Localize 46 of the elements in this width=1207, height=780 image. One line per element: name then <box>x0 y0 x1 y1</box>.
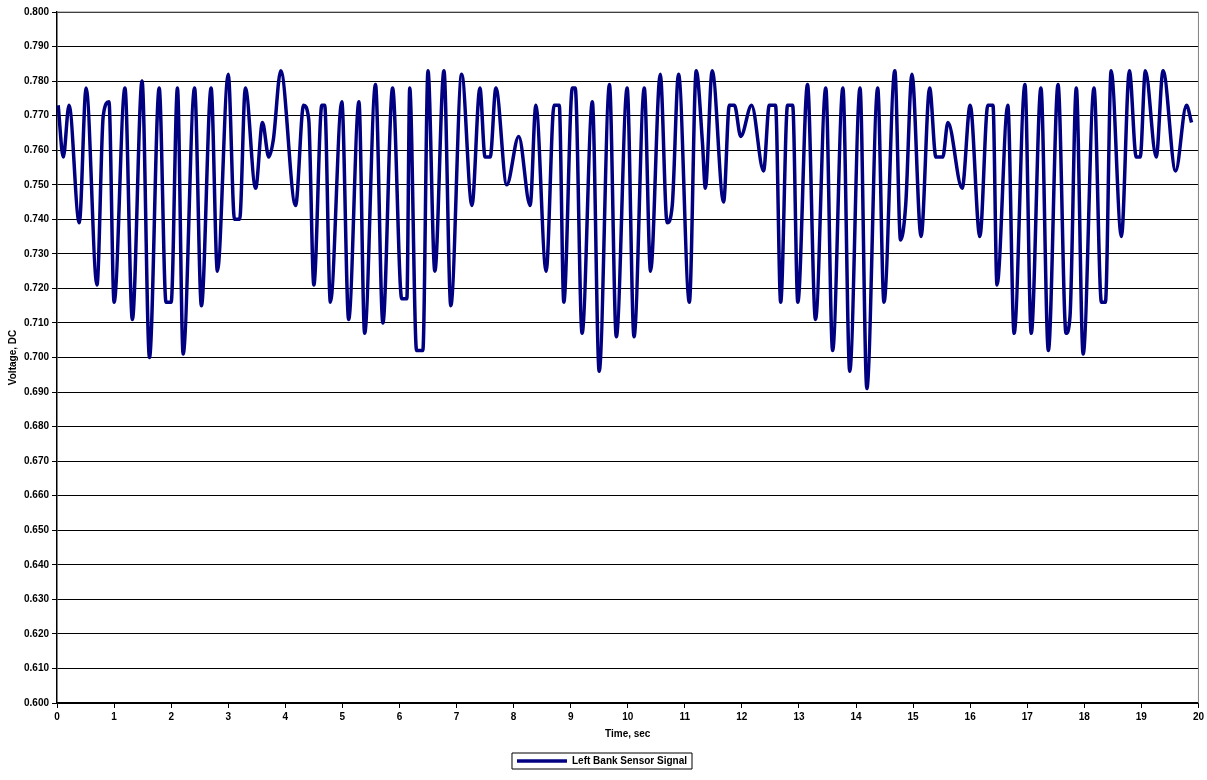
x-tick-label: 19 <box>1135 710 1148 722</box>
y-tick-label: 0.710 <box>23 316 50 328</box>
y-tick-label: 0.600 <box>23 696 50 708</box>
x-tick-label: 3 <box>225 710 232 722</box>
x-tick-label: 18 <box>1078 710 1091 722</box>
x-tick-label: 6 <box>396 710 403 722</box>
y-tick-label: 0.610 <box>23 662 50 674</box>
x-tick-label: 9 <box>567 710 574 722</box>
x-tick-label: 8 <box>510 710 517 722</box>
y-tick-label: 0.780 <box>23 74 50 86</box>
y-tick-label: 0.720 <box>23 282 50 294</box>
x-tick-label: 11 <box>679 710 691 722</box>
y-tick-label: 0.740 <box>23 213 50 225</box>
x-tick-label: 10 <box>622 710 634 722</box>
x-tick-label: 4 <box>282 710 289 722</box>
x-axis-title: Time, sec <box>605 727 651 739</box>
x-tick-label: 7 <box>453 710 460 722</box>
y-tick-label: 0.620 <box>23 627 50 639</box>
x-tick-label: 15 <box>907 710 920 722</box>
x-tick-label: 17 <box>1021 710 1034 722</box>
y-tick-label: 0.670 <box>23 454 50 466</box>
y-axis-title: Voltage, DC <box>6 329 18 386</box>
y-tick-label: 0.760 <box>23 143 50 155</box>
y-tick-label: 0.640 <box>23 558 50 570</box>
y-tick-label: 0.700 <box>23 351 50 363</box>
x-tick-label: 20 <box>1192 710 1205 722</box>
x-tick-label: 13 <box>793 710 805 722</box>
legend-label: Left Bank Sensor Signal <box>571 754 688 766</box>
x-tick-label: 2 <box>168 710 175 722</box>
y-tick-label: 0.630 <box>23 593 50 605</box>
y-tick-label: 0.770 <box>23 109 50 121</box>
y-tick-label: 0.690 <box>23 385 50 397</box>
y-tick-label: 0.750 <box>23 178 50 190</box>
line-series <box>57 68 1194 391</box>
y-tick-label: 0.800 <box>23 5 50 17</box>
y-tick-label: 0.650 <box>23 524 50 535</box>
x-tick-label: 16 <box>964 710 977 722</box>
y-tick-label: 0.680 <box>23 420 50 432</box>
y-tick-label: 0.790 <box>23 40 50 52</box>
y-tick-label: 0.660 <box>23 489 50 501</box>
x-tick-label: 12 <box>736 710 748 722</box>
y-tick-label: 0.730 <box>23 247 50 259</box>
x-tick-label: 5 <box>339 710 346 722</box>
x-tick-label: 1 <box>111 710 118 722</box>
x-tick-label: 0 <box>54 710 61 722</box>
x-tick-label: 14 <box>850 710 863 722</box>
